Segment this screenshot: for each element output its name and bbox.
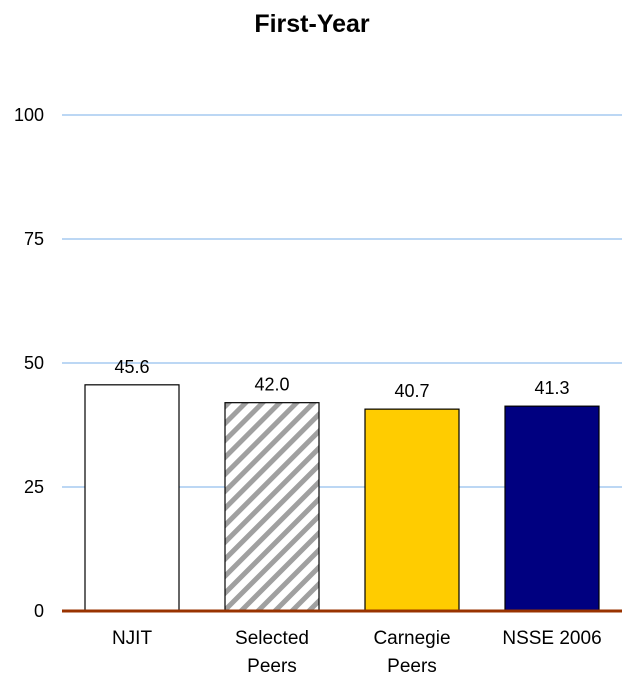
bar	[224, 402, 320, 612]
bar	[84, 384, 180, 612]
bar	[364, 408, 460, 612]
bars	[62, 384, 622, 613]
y-tick-label: 0	[34, 601, 44, 621]
data-label: 41.3	[534, 378, 569, 398]
bar	[504, 405, 600, 612]
data-label: 42.0	[254, 375, 289, 395]
y-tick-label: 100	[14, 105, 44, 125]
labels: 0 25 50 75 100 45.6 NJIT 42.0 Selected Peers 40.7 C…	[14, 105, 602, 677]
y-tick-label: 75	[24, 229, 44, 249]
category-label: Selected	[235, 628, 309, 649]
category-label: Peers	[247, 656, 297, 677]
category-label: NSSE 2006	[502, 628, 601, 649]
category-label: NJIT	[112, 628, 153, 649]
category-label: Peers	[387, 656, 437, 677]
y-tick-label: 25	[24, 477, 44, 497]
data-label: 40.7	[394, 381, 429, 401]
data-label: 45.6	[114, 357, 149, 377]
y-tick-label: 50	[24, 353, 44, 373]
category-label: Carnegie	[373, 628, 450, 649]
chart-title: First-Year	[254, 10, 370, 38]
